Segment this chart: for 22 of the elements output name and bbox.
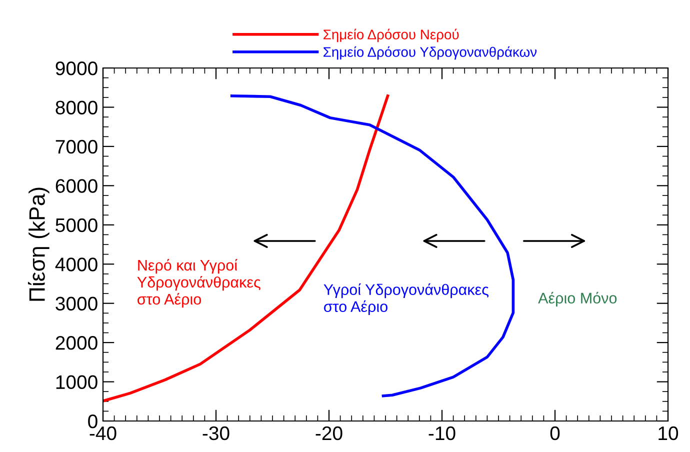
y-tick-label: 0 <box>88 414 98 428</box>
x-tick-label: -30 <box>202 426 230 440</box>
y-tick-label: 3000 <box>56 296 98 311</box>
annotation: Αέριο Μόνο <box>538 292 617 307</box>
y-tick-label: 7000 <box>56 140 98 154</box>
annotation: Υγροί Υδρογονάνθρακες στο Αέριο <box>324 283 489 316</box>
y-tick-label: 2000 <box>56 336 98 350</box>
y-tick-label: 8000 <box>56 100 98 114</box>
y-tick-label: 6000 <box>56 179 98 193</box>
x-tick-label: -20 <box>316 426 342 440</box>
x-tick-label: 10 <box>658 426 678 440</box>
x-tick-label: -10 <box>428 426 456 440</box>
y-tick-label: 4000 <box>55 258 98 272</box>
text: Σημείο Δρόσου Υδρογονανθράκων <box>324 46 537 60</box>
annotation: Νερό και Υγροί Υδρογονάνθρακες στο Αέριο <box>137 259 260 308</box>
text: Σημείο Δρόσου Νερού <box>324 28 459 42</box>
x-tick-label: 0 <box>550 426 560 440</box>
y-tick-label: 5000 <box>56 218 98 232</box>
x-tick-label: -40 <box>90 426 116 440</box>
y-tick-label: 9000 <box>56 61 98 76</box>
y-axis-title: Πίεση (kPa) <box>28 188 50 301</box>
y-tick-label: 1000 <box>56 375 98 390</box>
